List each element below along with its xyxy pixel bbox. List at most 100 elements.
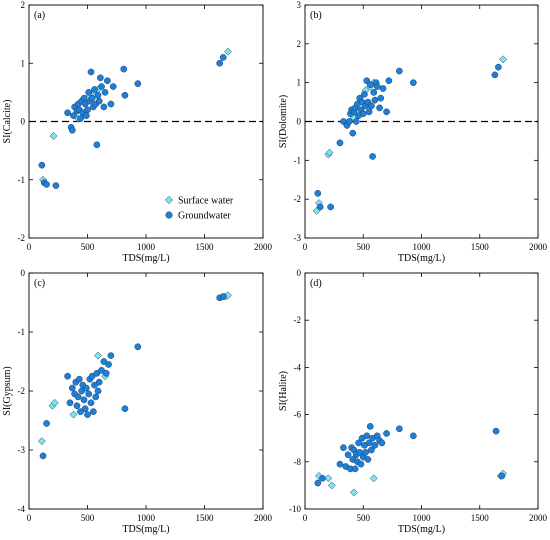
y-tick-label: -3: [294, 233, 302, 243]
groundwater-point: [105, 361, 112, 368]
y-tick-label: -1: [18, 327, 26, 337]
y-tick-label: -4: [294, 362, 302, 372]
x-tick-label: 1000: [137, 513, 156, 523]
surface-water-point: [37, 437, 46, 446]
groundwater-point: [121, 91, 129, 99]
groundwater-point: [43, 420, 50, 427]
panel-label: (d): [310, 278, 322, 289]
y-tick-label: -1: [18, 175, 26, 185]
groundwater-point: [64, 372, 71, 380]
surface-water-point: [325, 148, 334, 157]
groundwater-point: [91, 86, 98, 93]
groundwater-point: [82, 384, 90, 392]
groundwater-point: [90, 408, 97, 415]
groundwater-point: [97, 74, 104, 82]
surface-water-point: [499, 55, 508, 64]
x-tick-label: 2000: [529, 513, 548, 523]
groundwater-point: [80, 94, 88, 102]
panel-label: (c): [34, 278, 45, 289]
groundwater-point: [362, 449, 369, 456]
groundwater-point: [107, 100, 115, 108]
groundwater-point: [340, 444, 347, 451]
groundwater-point: [327, 203, 334, 211]
groundwater-point: [377, 94, 385, 102]
x-tick-label: 1500: [196, 513, 215, 523]
x-tick-label: 2000: [254, 242, 273, 252]
groundwater-point: [344, 451, 352, 459]
groundwater-point: [100, 103, 108, 111]
groundwater-point: [492, 427, 500, 435]
x-tick-label: 1500: [196, 242, 215, 252]
groundwater-point: [81, 405, 89, 413]
groundwater-point: [491, 71, 499, 79]
y-tick-label: 1: [21, 58, 26, 68]
y-tick-label: 2: [21, 0, 26, 10]
x-tick-label: 0: [27, 513, 32, 523]
legend: Surface water Groundwater: [164, 196, 234, 222]
groundwater-point: [357, 460, 365, 468]
plot-frame: [28, 272, 264, 510]
x-tick-label: 500: [357, 513, 371, 523]
groundwater-point: [134, 343, 142, 351]
x-axis-title: TDS(mg/L): [398, 253, 445, 264]
groundwater-point: [370, 89, 378, 96]
groundwater-point: [74, 393, 82, 401]
groundwater-point: [349, 129, 357, 137]
groundwater-point: [498, 472, 506, 480]
x-tick-label: 1000: [413, 513, 432, 523]
groundwater-point: [219, 54, 227, 61]
groundwater-point: [314, 189, 322, 197]
y-tick-label: -8: [294, 457, 302, 467]
groundwater-point: [314, 479, 322, 487]
groundwater-point: [43, 181, 50, 188]
groundwater-point: [369, 153, 376, 160]
groundwater-point: [336, 460, 344, 468]
groundwater-point: [376, 104, 383, 112]
groundwater-point: [495, 63, 502, 71]
groundwater-point: [365, 439, 373, 447]
y-tick-label: 0: [297, 117, 302, 127]
groundwater-point: [336, 139, 344, 147]
groundwater-point: [316, 203, 324, 211]
groundwater-point: [368, 446, 375, 454]
surface-water-point: [324, 474, 333, 483]
groundwater-point: [366, 423, 374, 430]
groundwater-point: [319, 474, 326, 482]
x-tick-label: 0: [303, 513, 308, 523]
groundwater-point: [107, 352, 115, 359]
surface-water-point: [69, 410, 78, 419]
x-tick-label: 500: [81, 242, 95, 252]
y-tick-label: 2: [297, 39, 302, 49]
groundwater-point: [75, 375, 83, 383]
groundwater-point: [95, 97, 103, 105]
panel-label: (b): [310, 10, 322, 21]
groundwater-point: [104, 77, 111, 85]
groundwater-point: [409, 79, 417, 87]
panel-4: 0 500 1000 1500 2000 -10 -8 -6 -4 -2 0 TDS(mg/L) SI(…: [278, 268, 548, 535]
x-axis-title: TDS(mg/L): [122, 524, 169, 535]
y-tick-label: 0: [21, 117, 26, 127]
groundwater-point: [66, 399, 74, 407]
groundwater-point: [93, 141, 101, 149]
surface-water-point: [315, 472, 323, 480]
groundwater-point: [361, 90, 368, 98]
groundwater-point: [52, 182, 60, 189]
legend-label: Surface water: [178, 196, 234, 207]
groundwater-point: [92, 393, 100, 401]
legend-label: Groundwater: [178, 211, 231, 222]
groundwater-point: [82, 112, 90, 120]
x-tick-label: 1000: [413, 242, 432, 252]
surface-water-point: [349, 488, 358, 497]
panel-1: 0 500 1000 1500 2000 -2 -1 0 1 2 TDS(mg/L) SI(Calci…: [2, 0, 273, 264]
groundwater-point: [383, 430, 390, 437]
groundwater-point: [121, 405, 129, 413]
groundwater-point: [385, 77, 393, 85]
groundwater-point: [359, 110, 367, 118]
y-tick-label: 1: [297, 78, 302, 88]
groundwater-point: [85, 390, 93, 398]
groundwater-point: [95, 378, 103, 386]
groundwater-point: [379, 85, 387, 92]
groundwater-point: [98, 83, 105, 90]
y-tick-label: -10: [289, 504, 301, 514]
groundwater-point: [351, 465, 359, 473]
